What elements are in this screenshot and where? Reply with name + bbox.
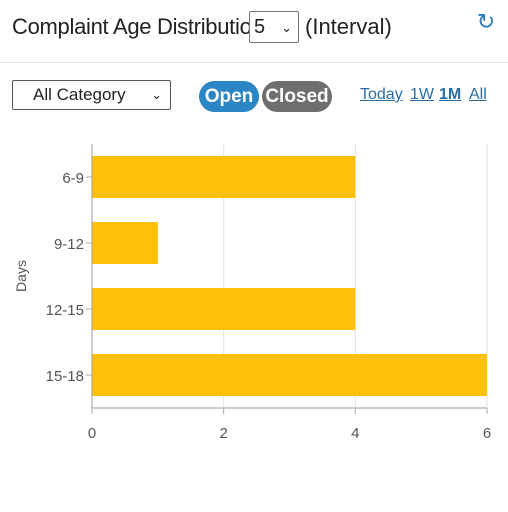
refresh-icon[interactable]: ↻: [476, 9, 496, 34]
y-tick-label-12-15: 12-15: [46, 302, 84, 319]
interval-select-value: 5: [254, 16, 266, 38]
y-tick-label-9-12: 9-12: [54, 236, 84, 253]
range-all-link[interactable]: All: [469, 86, 487, 103]
interval-select[interactable]: 5 ⌄: [249, 11, 299, 43]
range-today-link[interactable]: Today: [360, 86, 403, 103]
x-tick-label-0: 0: [88, 425, 96, 442]
x-tick-label-2: 2: [219, 425, 227, 442]
range-1m-link[interactable]: 1M: [439, 86, 462, 103]
status-open-button[interactable]: Open: [199, 81, 259, 112]
interval-label: (Interval): [305, 14, 392, 39]
range-1w-link[interactable]: 1W: [410, 86, 434, 103]
header: Complaint Age Distribution 5 ⌄ (Interval…: [0, 0, 508, 63]
x-tick-label-6: 6: [483, 425, 491, 442]
category-select-value: All Category: [33, 85, 126, 104]
page-title: Complaint Age Distribution: [12, 14, 264, 39]
status-closed-button[interactable]: Closed: [262, 81, 332, 112]
category-select[interactable]: All Category ⌄: [12, 80, 171, 110]
bar-12-15: [92, 288, 356, 330]
bar-15-18: [92, 354, 487, 396]
y-tick-label-6-9: 6-9: [62, 170, 84, 187]
x-tick-label-4: 4: [351, 425, 359, 442]
chevron-down-icon: ⌄: [281, 20, 292, 35]
y-axis-title: Days: [13, 260, 29, 292]
chart-svg: 6-9 9-12 12-15 15-18 0 2 4 6 Days: [13, 144, 491, 442]
bar-6-9: [92, 156, 356, 198]
bar-9-12: [92, 222, 158, 264]
age-distribution-chart: 6-9 9-12 12-15 15-18 0 2 4 6 Days: [0, 130, 508, 450]
chevron-down-icon: ⌄: [151, 87, 162, 102]
y-tick-label-15-18: 15-18: [46, 368, 84, 385]
